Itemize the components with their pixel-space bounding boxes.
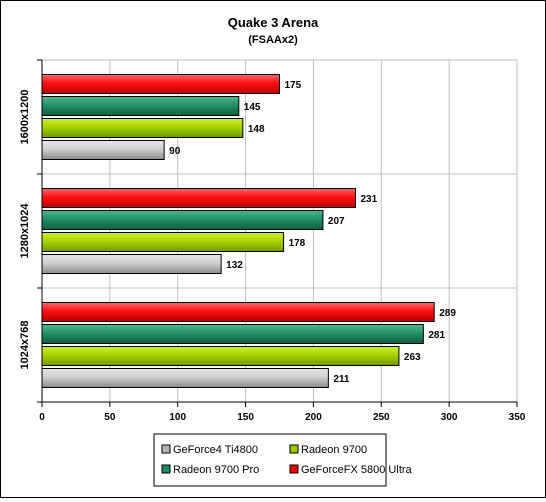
bar [41,140,165,160]
data-label: 175 [285,80,302,91]
legend: GeForce4 Ti4800 Radeon 9700 Radeon 9700 Pr… [161,444,413,476]
legend-label: Radeon 9700 Pro [173,464,259,476]
bars [41,74,435,388]
legend-swatch [161,444,171,454]
bar [41,96,240,116]
bar [41,188,356,208]
data-label: 148 [248,124,265,135]
bar [41,324,424,344]
x-tick-label: 200 [305,412,322,423]
bar [41,302,435,322]
bar [41,368,329,388]
x-tick-label: 50 [104,412,116,423]
gridlines [42,59,518,402]
legend-label: GeForceFX 5800 Ultra [301,464,413,476]
data-label: 207 [328,216,345,227]
chart-title: Quake 3 Arena [228,15,319,30]
data-label: 231 [361,194,378,205]
data-label: 90 [169,146,181,157]
legend-swatch [161,464,171,474]
x-tick-label: 150 [237,412,254,423]
data-label: 281 [428,330,445,341]
category-label: 1280x1024 [19,203,31,259]
category-label: 1600x1200 [19,89,31,144]
bar [41,346,400,366]
bar [41,118,244,138]
legend-label: Radeon 9700 [301,444,367,456]
chart-subtitle: (FSAAx2) [248,34,298,46]
data-label: 145 [244,102,261,113]
bar [41,210,324,230]
legend-label: GeForce4 Ti4800 [173,444,258,456]
x-tick-label: 100 [169,412,186,423]
data-label: 178 [289,238,306,249]
x-tick-label: 0 [39,412,45,423]
bar [41,254,222,274]
x-tick-label: 300 [441,412,458,423]
x-tick-label: 250 [373,412,390,423]
bar [41,74,280,94]
legend-swatch [289,464,299,474]
category-label: 1024x768 [19,321,31,370]
data-label: 132 [226,260,243,271]
data-label: 263 [404,352,421,363]
legend-box [153,433,387,487]
data-label: 211 [333,374,350,385]
x-tick-label: 350 [509,412,526,423]
data-label: 289 [439,308,456,319]
data-labels: 175 145 148 90 231 207 178 132 289 281 263 211 [169,80,456,385]
bar [41,232,285,252]
legend-swatch [289,444,299,454]
axes: 0 50 100 150 200 250 300 350 1600x1200 1280x1024 1… [19,59,526,423]
